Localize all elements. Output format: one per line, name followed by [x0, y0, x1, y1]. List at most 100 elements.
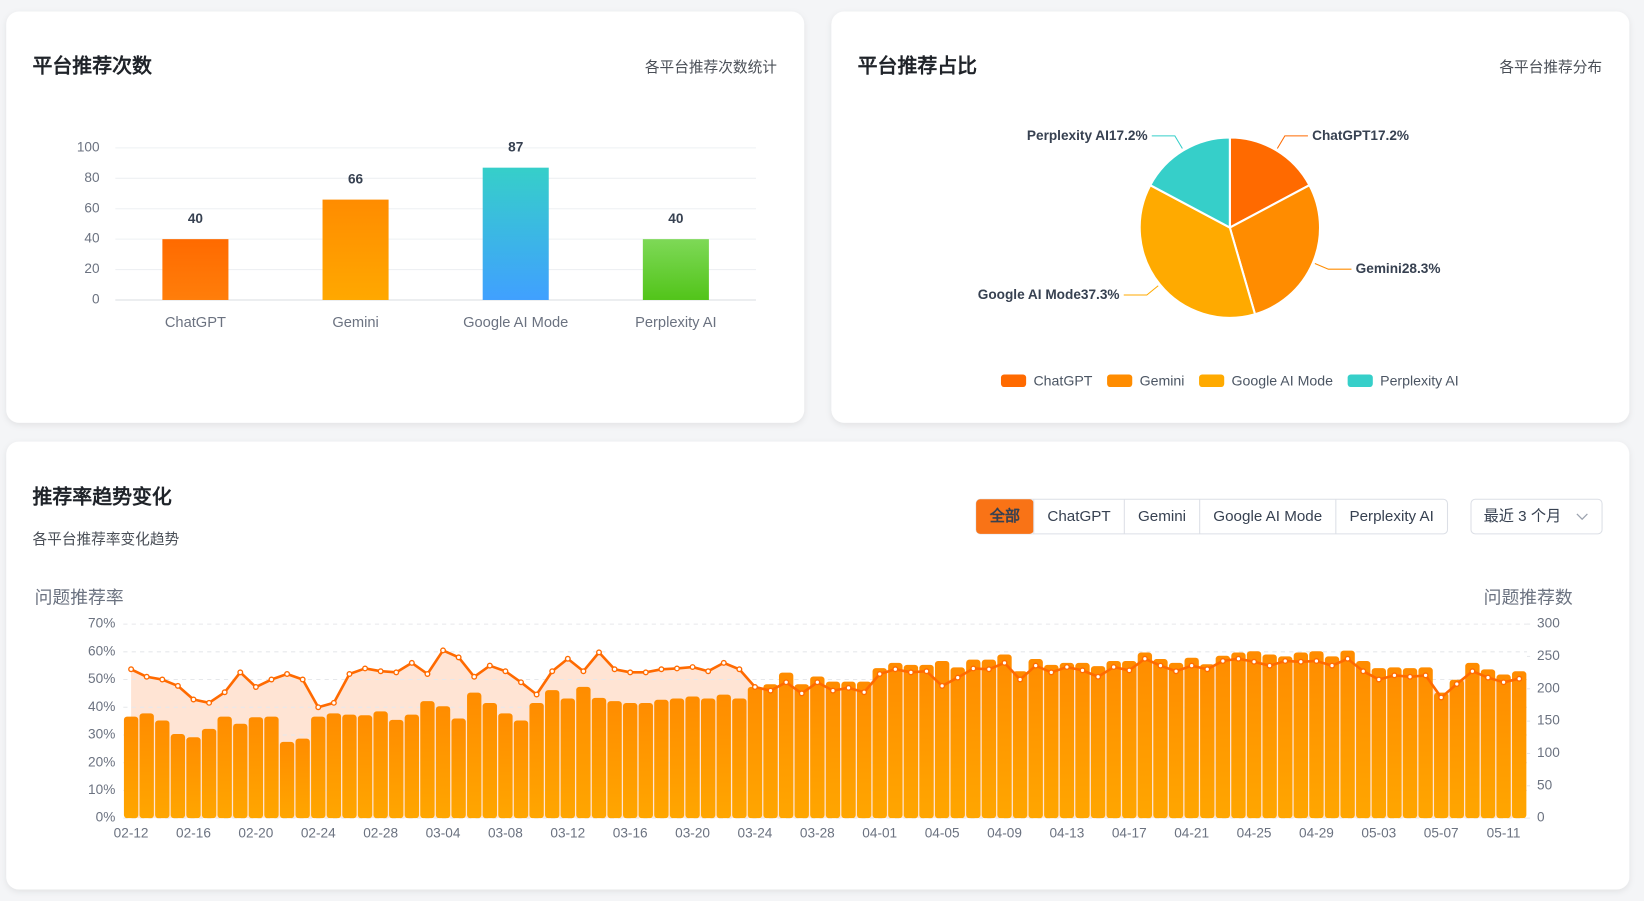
y2-tick-label: 100 — [1537, 745, 1560, 760]
line-point — [1391, 672, 1398, 679]
legend-swatch — [1347, 374, 1373, 388]
x-tick-label: Gemini — [332, 315, 378, 331]
line-point — [658, 666, 665, 673]
bar — [389, 719, 404, 819]
bar — [778, 672, 794, 819]
y-tick-label: 40% — [88, 699, 115, 714]
line-point — [985, 666, 992, 673]
legend-item[interactable]: Google AI Mode — [1199, 373, 1333, 389]
bar — [373, 711, 388, 819]
bar — [1200, 664, 1215, 819]
line-point — [408, 659, 415, 666]
y2-tick-label: 50 — [1537, 777, 1553, 792]
leader-line — [1276, 135, 1308, 149]
bar — [1465, 662, 1480, 819]
leader-line — [1123, 285, 1159, 296]
bar — [1402, 668, 1418, 819]
bar — [1231, 652, 1246, 819]
line-point — [1079, 667, 1086, 674]
line-point — [1048, 669, 1055, 676]
line-point — [814, 679, 821, 686]
bar — [295, 738, 310, 819]
bar — [607, 701, 622, 819]
line-point — [174, 682, 181, 689]
line-point — [1360, 668, 1367, 675]
line-point — [486, 662, 493, 669]
bar — [1387, 667, 1402, 819]
line-point — [1032, 662, 1039, 669]
bar — [139, 713, 154, 819]
x-tick-label: 04-09 — [987, 825, 1022, 840]
bar — [888, 662, 903, 819]
range-select[interactable]: 最近 3 个月 — [1470, 498, 1603, 535]
legend-item[interactable]: Gemini — [1107, 373, 1184, 389]
line-point — [580, 668, 587, 675]
bar — [467, 692, 482, 819]
line-point — [596, 649, 602, 656]
line-point — [299, 676, 306, 683]
line-point — [673, 665, 680, 672]
bar — [1324, 656, 1340, 819]
line-point — [829, 687, 836, 694]
legend-item[interactable]: Perplexity AI — [1347, 373, 1459, 389]
line-point — [611, 666, 618, 673]
tab[interactable]: ChatGPT — [1034, 499, 1125, 534]
x-tick-label: 03-24 — [738, 825, 773, 840]
y2-tick-label: 0 — [1537, 810, 1545, 825]
legend-text: ChatGPT — [1033, 373, 1092, 389]
bar — [482, 167, 549, 300]
bar — [1012, 671, 1028, 819]
pie-label-value: 28.3% — [1402, 261, 1441, 276]
leader-line — [1151, 135, 1183, 149]
tab-label: Gemini — [1138, 508, 1186, 525]
tab[interactable]: Perplexity AI — [1336, 499, 1448, 534]
line-point — [1126, 667, 1133, 674]
line-point — [190, 696, 197, 703]
bar — [1512, 671, 1527, 819]
tab-label: ChatGPT — [1047, 508, 1110, 525]
bar — [357, 715, 373, 819]
card — [6, 11, 805, 423]
bar — [981, 659, 997, 819]
line-point — [128, 666, 135, 673]
line-point — [1204, 666, 1211, 673]
line-point — [845, 684, 852, 691]
line-point — [1095, 673, 1102, 680]
tab[interactable]: Google AI Mode — [1200, 499, 1337, 534]
bar — [1215, 655, 1231, 819]
line-point — [1235, 655, 1242, 662]
line-point — [284, 670, 291, 677]
y-tick-label: 10% — [88, 782, 115, 797]
bar — [1059, 662, 1075, 819]
x-tick-label: 04-29 — [1299, 825, 1334, 840]
bar — [1106, 660, 1121, 819]
x-tick-label: 02-16 — [176, 825, 211, 840]
pie-label: Gemini28.3% — [1356, 261, 1441, 276]
y-tick-label: 0 — [92, 292, 100, 307]
x-tick-label: 04-25 — [1237, 825, 1272, 840]
pie-label: Perplexity AI17.2% — [1027, 127, 1148, 142]
line-point — [1219, 657, 1226, 664]
line-point — [1344, 655, 1351, 662]
bar — [311, 716, 326, 819]
line-point — [424, 670, 431, 677]
line-point — [642, 669, 649, 676]
bar — [1090, 666, 1106, 819]
y2-axis-title: 问题推荐数 — [1484, 588, 1573, 608]
line-point — [330, 699, 337, 706]
bar — [623, 703, 638, 819]
tab[interactable]: 全部 — [976, 499, 1035, 534]
bar — [903, 664, 919, 819]
bar — [513, 720, 529, 819]
value-label: 40 — [668, 211, 684, 226]
range-select-box — [1470, 498, 1603, 535]
bar — [1075, 662, 1090, 819]
card-title: 推荐率趋势变化 — [33, 484, 172, 508]
legend-item[interactable]: ChatGPT — [1000, 373, 1093, 389]
x-tick-label: 02-12 — [114, 825, 149, 840]
line-point — [143, 673, 150, 680]
bar — [1246, 651, 1262, 819]
line-point — [346, 670, 353, 677]
tab[interactable]: Gemini — [1124, 499, 1201, 534]
